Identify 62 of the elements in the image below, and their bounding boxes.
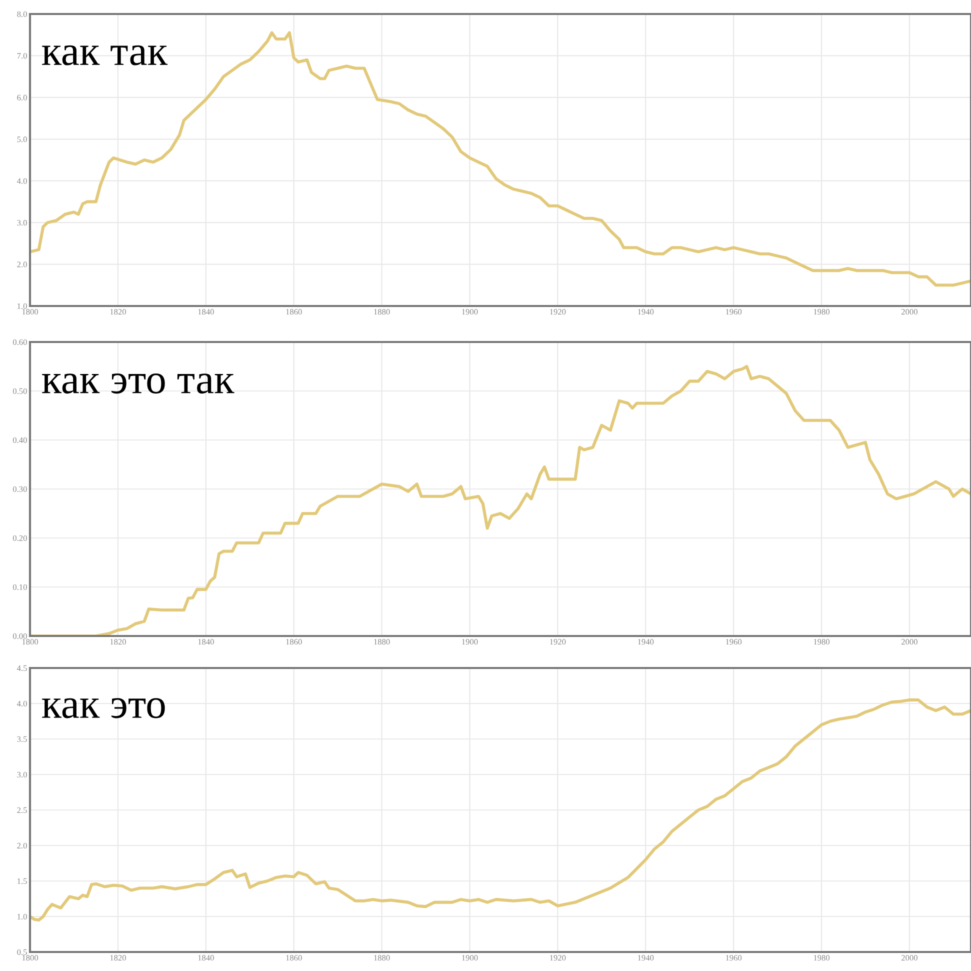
y-tick-label: 0.50 — [12, 388, 27, 394]
y-tick-label: 2.5 — [17, 807, 27, 814]
x-tick-label: 1920 — [550, 309, 566, 315]
y-tick-label: 7.0 — [17, 53, 27, 59]
y-tick-label: 0.40 — [12, 437, 27, 444]
x-tick-label: 2000 — [901, 309, 918, 315]
x-tick-label: 1820 — [110, 309, 126, 315]
y-tick-label: 1.0 — [18, 303, 27, 310]
x-tick-label: 1980 — [814, 955, 830, 961]
x-tick-label: 1800 — [22, 639, 38, 645]
y-tick-label: 3.0 — [17, 772, 27, 778]
y-tick-label: 4.0 — [16, 178, 27, 184]
x-tick-label: 1820 — [110, 955, 126, 961]
y-tick-label: 6.0 — [17, 94, 27, 100]
x-tick-label: 1960 — [726, 955, 742, 961]
y-tick-label: 0.10 — [12, 584, 27, 590]
x-tick-label: 1840 — [198, 309, 214, 315]
x-tick-label: 1880 — [374, 639, 390, 645]
y-tick-label: 3.5 — [17, 736, 27, 742]
y-tick-label: 1.5 — [18, 878, 27, 884]
x-tick-label: 1920 — [550, 639, 566, 645]
x-tick-label: 1980 — [814, 639, 830, 645]
x-tick-label: 1900 — [462, 309, 478, 315]
x-tick-label: 1940 — [638, 309, 654, 315]
x-tick-label: 1940 — [638, 955, 654, 961]
x-tick-label: 1920 — [550, 955, 566, 961]
x-tick-label: 1900 — [462, 955, 478, 961]
y-tick-label: 2.0 — [17, 842, 27, 849]
y-tick-label: 4.5 — [16, 665, 27, 672]
y-tick-label: 0.20 — [12, 535, 27, 542]
line-series — [30, 698, 971, 922]
y-tick-label: 0.5 — [17, 949, 27, 956]
y-tick-label: 0.00 — [12, 633, 27, 640]
y-tick-label: 0.60 — [12, 339, 27, 346]
x-tick-label: 1840 — [198, 955, 214, 961]
y-tick-label: 2.0 — [17, 262, 27, 268]
x-tick-label: 1960 — [726, 309, 742, 315]
y-tick-label: 3.0 — [17, 220, 27, 226]
y-tick-label: 4.0 — [16, 700, 27, 707]
chart-title: как это — [42, 698, 165, 718]
x-tick-label: 1800 — [22, 309, 38, 315]
x-tick-label: 2000 — [901, 639, 918, 645]
line-series — [30, 31, 971, 287]
x-tick-label: 1940 — [638, 639, 654, 645]
x-tick-label: 1820 — [110, 639, 126, 645]
y-tick-label: 1.0 — [18, 914, 27, 920]
x-tick-label: 2000 — [901, 955, 918, 961]
x-tick-label: 1980 — [814, 309, 830, 315]
x-tick-label: 1960 — [726, 639, 742, 645]
y-tick-label: 0.30 — [12, 486, 27, 492]
chart-title: как это так — [42, 374, 234, 394]
x-tick-label: 1880 — [374, 955, 390, 961]
x-tick-label: 1840 — [198, 639, 214, 645]
y-tick-label: 8.0 — [17, 11, 27, 18]
x-tick-label: 1900 — [462, 639, 478, 645]
x-tick-label: 1860 — [286, 309, 302, 315]
x-tick-label: 1880 — [374, 309, 390, 315]
y-tick-label: 5.0 — [17, 136, 27, 142]
x-tick-label: 1800 — [22, 955, 38, 961]
x-tick-label: 1860 — [286, 955, 302, 961]
chart-title: как так — [42, 45, 168, 66]
x-tick-label: 1860 — [286, 639, 302, 645]
